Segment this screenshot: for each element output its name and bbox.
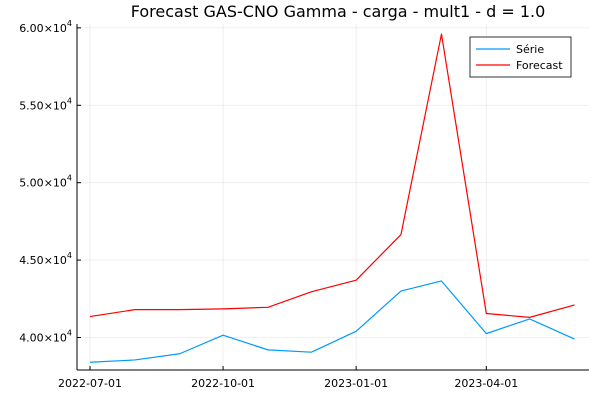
x-ticks: 2022-07-01 2022-10-01 2023-01-01 2023-04-01 <box>58 366 518 390</box>
legend-box <box>469 36 572 78</box>
legend: Série Forecast <box>469 36 572 78</box>
y-tick-mantissa: 4.50 <box>19 254 44 267</box>
y-tick-exponent: 4 <box>67 19 72 28</box>
legend-label-1: Forecast <box>516 59 563 72</box>
series <box>89 33 575 363</box>
y-tick-exponent: 4 <box>67 174 72 183</box>
y-tick-label: 4.00×104 <box>19 328 72 344</box>
grid <box>77 24 589 370</box>
x-tick-label: 2022-10-01 <box>191 377 255 390</box>
y-tick-mantissa: 6.00 <box>19 22 44 35</box>
y-tick-exponent: 4 <box>67 328 72 337</box>
chart-title: Forecast GAS-CNO Gamma - carga - mult1 -… <box>131 2 546 21</box>
y-tick-exponent: 4 <box>67 96 72 105</box>
y-tick-label: 5.50×104 <box>19 96 72 112</box>
y-tick-mantissa: 4.00 <box>19 331 44 344</box>
x-tick-label: 2022-07-01 <box>58 377 122 390</box>
y-tick-label: 4.50×104 <box>19 251 72 267</box>
legend-label-0: Série <box>516 43 544 56</box>
y-ticks: 4.00×104 4.50×104 5.00×104 5.50×104 6.00×104 <box>19 19 81 344</box>
series-line-1 <box>89 33 575 318</box>
x-tick-label: 2023-04-01 <box>454 377 518 390</box>
y-tick-label: 6.00×104 <box>19 19 72 35</box>
series-line-0 <box>89 280 575 363</box>
x-tick-label: 2023-01-01 <box>324 377 388 390</box>
axes <box>76 24 589 371</box>
y-tick-mantissa: 5.00 <box>19 177 44 190</box>
y-tick-exponent: 4 <box>67 251 72 260</box>
y-tick-label: 5.00×104 <box>19 174 72 190</box>
y-tick-mantissa: 5.50 <box>19 99 44 112</box>
